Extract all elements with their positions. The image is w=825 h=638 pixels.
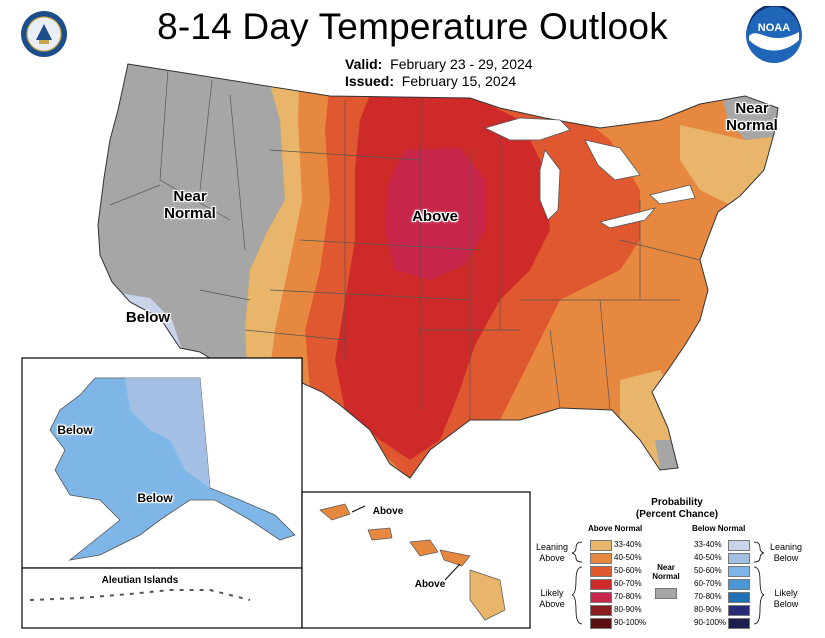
legend-above-swatch-1 (590, 553, 612, 564)
legend-above-header: Above Normal (588, 524, 643, 533)
legend-below-label-4: 70-80% (694, 592, 722, 601)
legend-braces (571, 541, 765, 625)
legend-above-label-5: 80-90% (614, 605, 642, 614)
legend-leaning-above: Leaning Above (535, 542, 569, 563)
legend-below-swatch-2 (728, 566, 750, 577)
legend-near-normal-label: Near Normal (652, 563, 680, 581)
map-title: 8-14 Day Temperature Outlook (157, 6, 668, 47)
issued-date: February 15, 2024 (401, 73, 517, 89)
valid-label: Valid: (345, 56, 383, 72)
valid-dates: February 23 - 29, 2024 (390, 56, 533, 72)
legend-above-label-1: 40-50% (614, 553, 642, 562)
legend-below-swatch-1 (728, 553, 750, 564)
legend-above-label-3: 60-70% (614, 579, 642, 588)
issued-label: Issued: (345, 73, 395, 89)
legend-below-swatch-5 (728, 605, 750, 616)
alaska-shape (29, 377, 296, 601)
legend-below-label-5: 80-90% (694, 605, 722, 614)
legend-below-swatch-0 (728, 540, 750, 551)
legend-below-label-0: 33-40% (694, 540, 722, 549)
state-boundaries (97, 63, 779, 479)
legend-below-label-3: 60-70% (694, 579, 722, 588)
doc-seal-icon (21, 11, 67, 57)
label-hawaii-above-1: Above (372, 506, 404, 517)
label-below-southwest: Below (125, 309, 171, 326)
legend-title: Probability (Percent Chance) (635, 497, 719, 520)
legend-below-label-6: 90-100% (694, 618, 727, 627)
label-above-central: Above (412, 208, 458, 225)
legend-above-swatch-5 (590, 605, 612, 616)
label-aleutian-islands: Aleutian Islands (101, 575, 179, 586)
great-lakes (483, 117, 696, 229)
aleutian-inset (21, 567, 303, 629)
legend-below-label-2: 50-60% (694, 566, 722, 575)
legend-above-swatch-4 (590, 592, 612, 603)
svg-text:NOAA: NOAA (758, 22, 790, 34)
legend-below-swatch-4 (728, 592, 750, 603)
label-alaska-below-2: Below (137, 491, 173, 505)
legend-below-header: Below Normal (692, 524, 746, 533)
legend-below-label-1: 40-50% (694, 553, 722, 562)
legend-above-label-6: 90-100% (614, 618, 647, 627)
legend-above-label-0: 33-40% (614, 540, 642, 549)
label-near-normal-west: Near Normal (164, 188, 216, 222)
legend-above-swatch-3 (590, 579, 612, 590)
legend-near-normal-swatch (655, 588, 677, 599)
label-hawaii-above-2: Above (414, 579, 446, 590)
legend-above-swatch-6 (590, 618, 612, 629)
noaa-logo-icon: NOAA (746, 6, 802, 63)
label-near-normal-northeast: Near Normal (726, 100, 778, 134)
legend-likely-above: Likely Above (539, 588, 565, 609)
hawaii-islands (319, 503, 506, 621)
legend-above-swatch-0 (590, 540, 612, 551)
legend-leaning-below: Leaning Below (769, 542, 803, 563)
legend-below-swatch-6 (728, 618, 750, 629)
legend-above-swatch-2 (590, 566, 612, 577)
legend-above-label-2: 50-60% (614, 566, 642, 575)
date-info: Valid: February 23 - 29, 2024 Issued: Fe… (345, 56, 533, 90)
legend-above-label-4: 70-80% (614, 592, 642, 601)
legend-likely-below: Likely Below (773, 588, 799, 609)
legend-below-swatch-3 (728, 579, 750, 590)
label-alaska-below-1: Below (57, 423, 93, 437)
